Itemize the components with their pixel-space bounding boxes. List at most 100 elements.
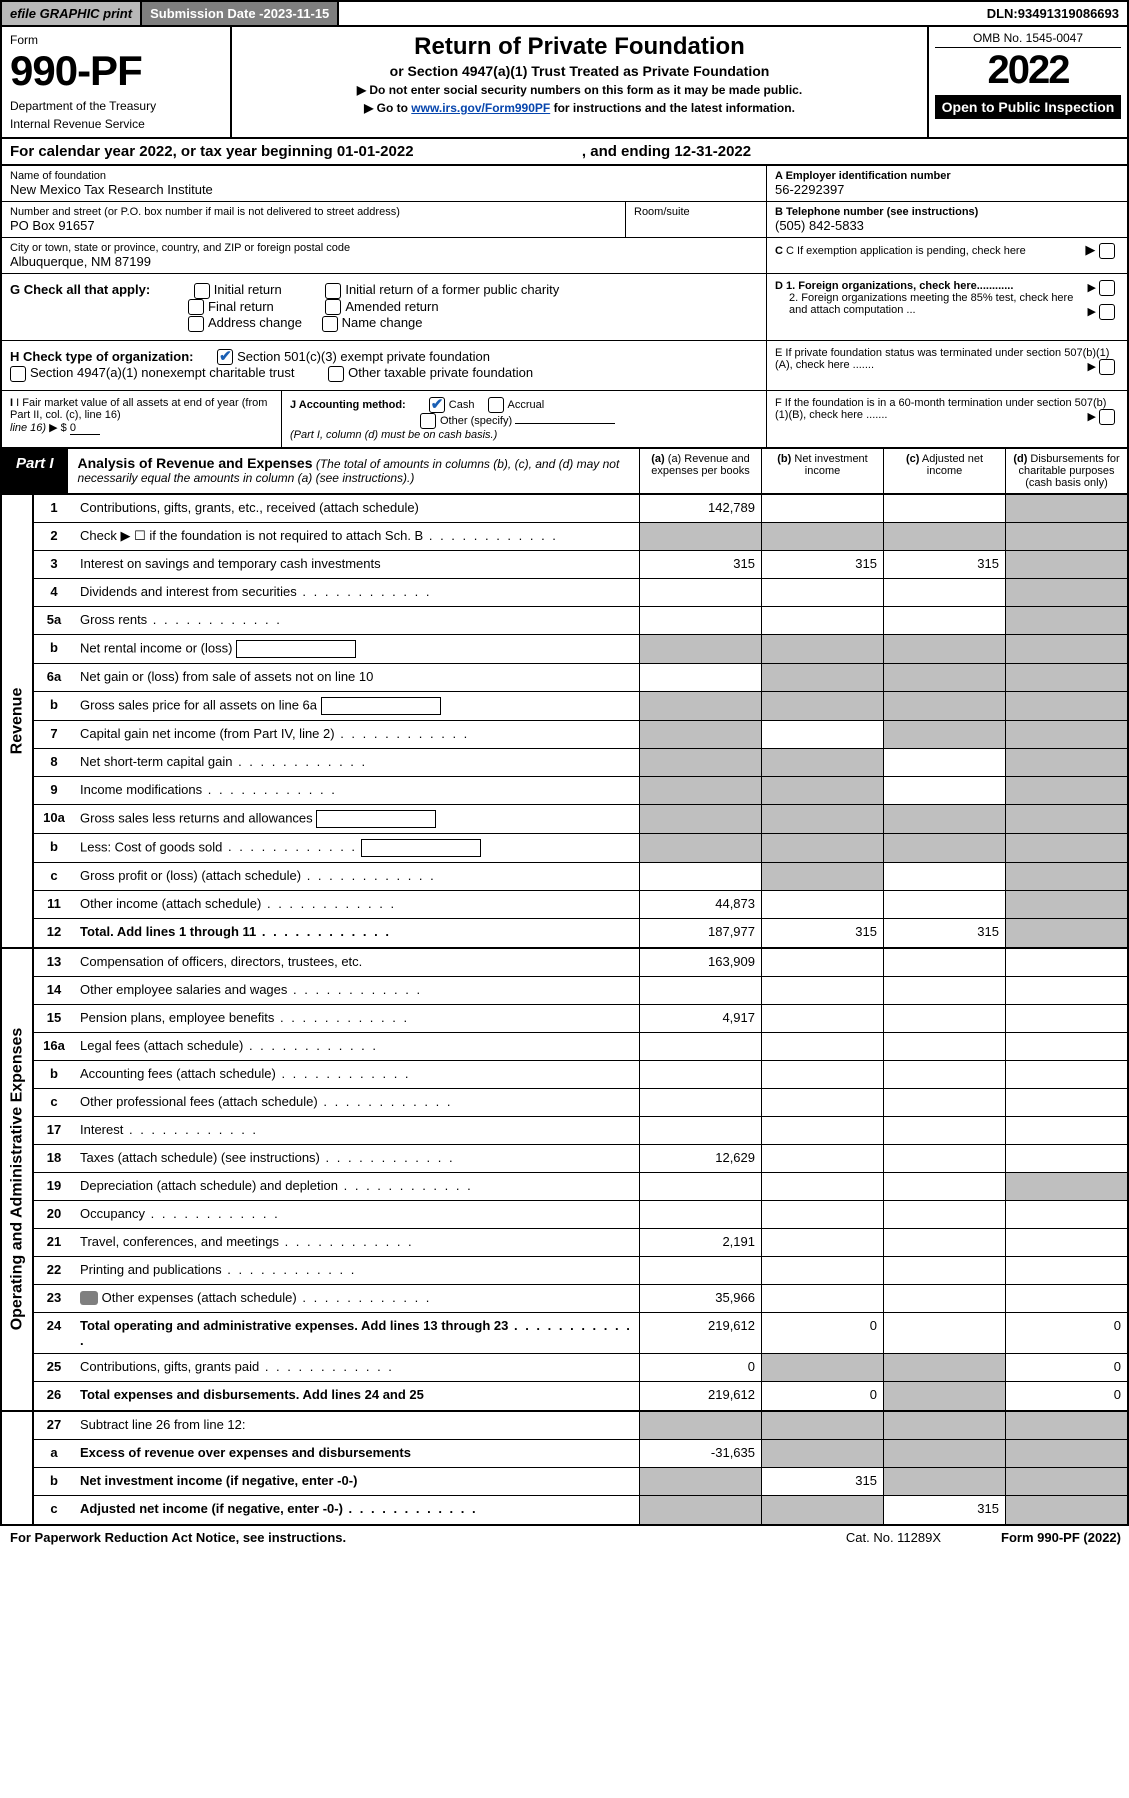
line-description: Other employee salaries and wages	[74, 977, 639, 1004]
cell-a: 219,612	[639, 1313, 761, 1353]
line-number: 23	[34, 1285, 74, 1312]
city-value: Albuquerque, NM 87199	[10, 254, 758, 269]
cell-d	[1005, 977, 1127, 1004]
line-description: Adjusted net income (if negative, enter …	[74, 1496, 639, 1524]
table-row: aExcess of revenue over expenses and dis…	[34, 1440, 1127, 1468]
phone-value: (505) 842-5833	[775, 218, 1119, 233]
accrual-checkbox[interactable]	[488, 397, 504, 413]
cash-checkbox[interactable]	[429, 397, 445, 413]
cell-c	[883, 1061, 1005, 1088]
cell-c	[883, 1412, 1005, 1439]
table-row: 9Income modifications	[34, 777, 1127, 805]
c-cell: C C If exemption application is pending,…	[767, 238, 1127, 274]
final-section: 27Subtract line 26 from line 12:aExcess …	[0, 1412, 1129, 1526]
foundation-info: Name of foundation New Mexico Tax Resear…	[0, 166, 1129, 274]
omb-number: OMB No. 1545-0047	[935, 31, 1121, 48]
line-description: Occupancy	[74, 1201, 639, 1228]
cell-b	[761, 777, 883, 804]
dln: DLN: 93491319086693	[979, 2, 1127, 25]
line-description: Dividends and interest from securities	[74, 579, 639, 606]
cell-c	[883, 834, 1005, 862]
line-description: Gross sales price for all assets on line…	[74, 692, 639, 720]
footer-right: Form 990-PF (2022)	[1001, 1530, 1121, 1545]
inline-input[interactable]	[316, 810, 436, 828]
cell-c: 315	[883, 1496, 1005, 1524]
cell-d	[1005, 891, 1127, 918]
cell-b	[761, 1354, 883, 1381]
efile-print-button[interactable]: efile GRAPHIC print	[2, 2, 142, 25]
d1-checkbox[interactable]	[1099, 280, 1115, 296]
cell-d	[1005, 1412, 1127, 1439]
cell-c	[883, 495, 1005, 522]
line-description: Compensation of officers, directors, tru…	[74, 949, 639, 976]
cell-c	[883, 863, 1005, 890]
inline-input[interactable]	[361, 839, 481, 857]
line-description: Capital gain net income (from Part IV, l…	[74, 721, 639, 748]
cell-b	[761, 1440, 883, 1467]
cell-a: 0	[639, 1354, 761, 1381]
line-number: 13	[34, 949, 74, 976]
table-row: 23 Other expenses (attach schedule)35,96…	[34, 1285, 1127, 1313]
form-number: 990-PF	[10, 47, 222, 95]
foundation-name: New Mexico Tax Research Institute	[10, 182, 758, 197]
cell-d: 0	[1005, 1313, 1127, 1353]
cell-c	[883, 579, 1005, 606]
line-number: 25	[34, 1354, 74, 1381]
line-description: Pension plans, employee benefits	[74, 1005, 639, 1032]
cell-b	[761, 834, 883, 862]
line-description: Taxes (attach schedule) (see instruction…	[74, 1145, 639, 1172]
line-description: Net investment income (if negative, ente…	[74, 1468, 639, 1495]
table-row: 14Other employee salaries and wages	[34, 977, 1127, 1005]
inline-input[interactable]	[236, 640, 356, 658]
cell-c	[883, 1117, 1005, 1144]
cell-a	[639, 977, 761, 1004]
amended-checkbox[interactable]	[325, 299, 341, 315]
inline-input[interactable]	[321, 697, 441, 715]
cell-c: 315	[883, 551, 1005, 578]
line-description: Interest on savings and temporary cash i…	[74, 551, 639, 578]
name-change-checkbox[interactable]	[322, 316, 338, 332]
g-d-row: G Check all that apply: Initial return I…	[0, 274, 1129, 341]
other-method-checkbox[interactable]	[420, 413, 436, 429]
address-change-checkbox[interactable]	[188, 316, 204, 332]
c-checkbox[interactable]	[1099, 243, 1115, 259]
line-number: 4	[34, 579, 74, 606]
irs-link[interactable]: www.irs.gov/Form990PF	[411, 101, 550, 115]
f-checkbox[interactable]	[1099, 409, 1115, 425]
d2-checkbox[interactable]	[1099, 304, 1115, 320]
table-row: 25Contributions, gifts, grants paid00	[34, 1354, 1127, 1382]
cell-c	[883, 1089, 1005, 1116]
e-checkbox[interactable]	[1099, 359, 1115, 375]
line-number: 22	[34, 1257, 74, 1284]
cell-c	[883, 949, 1005, 976]
cell-c	[883, 1468, 1005, 1495]
cell-a: -31,635	[639, 1440, 761, 1467]
initial-former-checkbox[interactable]	[325, 283, 341, 299]
attachment-icon[interactable]	[80, 1291, 98, 1305]
cell-a	[639, 777, 761, 804]
col-c-header: (c) Adjusted net income	[883, 449, 1005, 493]
line-number: 11	[34, 891, 74, 918]
line-description: Total operating and administrative expen…	[74, 1313, 639, 1353]
ein-cell: A Employer identification number 56-2292…	[767, 166, 1127, 202]
table-row: 7Capital gain net income (from Part IV, …	[34, 721, 1127, 749]
topbar: efile GRAPHIC print Submission Date - 20…	[0, 0, 1129, 27]
cell-d	[1005, 949, 1127, 976]
cell-d	[1005, 721, 1127, 748]
j-section: J Accounting method: Cash Accrual Other …	[282, 391, 767, 447]
col-d-header: (d) Disbursements for charitable purpose…	[1005, 449, 1127, 493]
address-value: PO Box 91657	[10, 218, 617, 233]
line-description: Total expenses and disbursements. Add li…	[74, 1382, 639, 1410]
cell-b	[761, 1229, 883, 1256]
final-return-checkbox[interactable]	[188, 299, 204, 315]
initial-return-checkbox[interactable]	[194, 283, 210, 299]
line-number: 1	[34, 495, 74, 522]
501c3-checkbox[interactable]	[217, 349, 233, 365]
table-row: 16aLegal fees (attach schedule)	[34, 1033, 1127, 1061]
line-description: Excess of revenue over expenses and disb…	[74, 1440, 639, 1467]
line-number: 5a	[34, 607, 74, 634]
line-description: Accounting fees (attach schedule)	[74, 1061, 639, 1088]
cell-a: 219,612	[639, 1382, 761, 1410]
4947-checkbox[interactable]	[10, 366, 26, 382]
other-taxable-checkbox[interactable]	[328, 366, 344, 382]
